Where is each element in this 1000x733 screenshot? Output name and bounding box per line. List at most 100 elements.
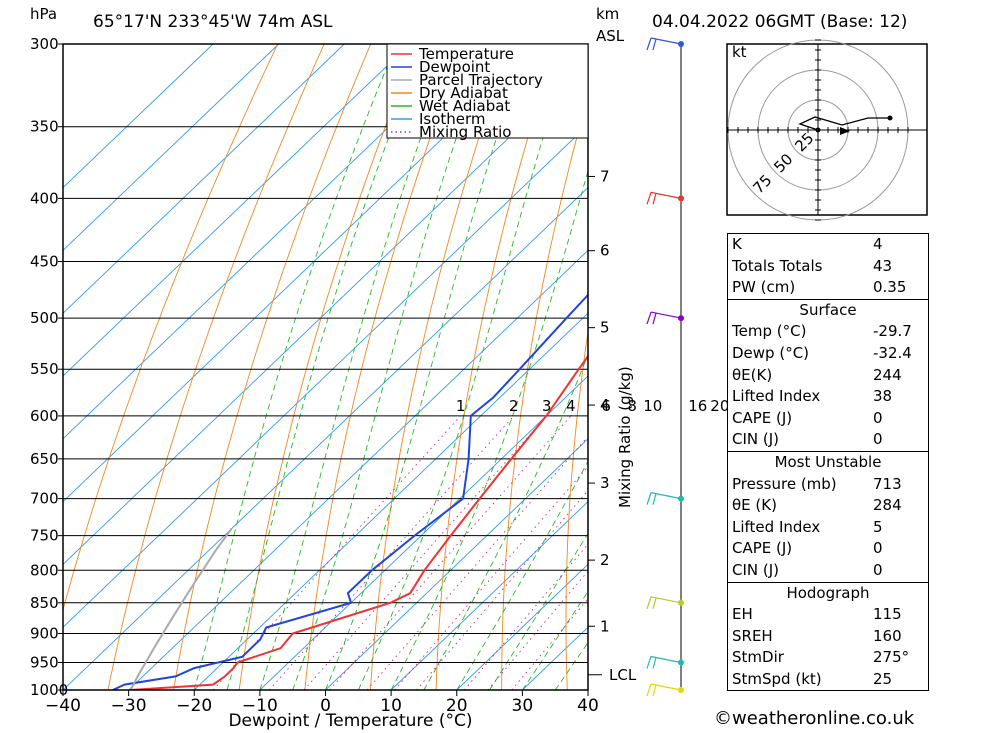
most-unstable-row-label: θE (K) [732, 496, 777, 515]
mixing-ratio-axis-label: Mixing Ratio (g/kg) [616, 366, 634, 508]
temp-tick-label: 30 [512, 696, 534, 716]
hodograph-row: SREH 160 [728, 626, 928, 648]
isotherm-line [63, 44, 411, 377]
most-unstable-row: Pressure (mb) 713 [728, 474, 928, 496]
mixing-ratio-value-label: 2 [509, 397, 519, 415]
temp-tick-label: 40 [577, 696, 599, 716]
pressure-tick-label: 300 [30, 35, 59, 53]
lcl-label: LCL [609, 666, 637, 684]
surface-row-label: Lifted Index [732, 387, 821, 406]
wind-barb-flag [646, 311, 652, 325]
copyright-text: ©weatheronline.co.uk [714, 708, 915, 729]
wind-barb-flag [652, 38, 657, 51]
pressure-tick-label: 900 [30, 624, 59, 642]
wind-barb-flag [646, 492, 652, 505]
hpa-unit-label: hPa [30, 5, 57, 23]
surface-row: Dewp (°C) -32.4 [728, 343, 928, 365]
isotherm-line [193, 312, 588, 690]
wind-barb-flag [652, 193, 657, 205]
totals-label: Totals Totals [732, 256, 823, 275]
most-unstable-row-label: Lifted Index [732, 517, 821, 536]
legend-entry: Mixing Ratio [419, 123, 511, 141]
hodograph-row: StmDir 275° [728, 647, 928, 669]
pressure-tick-label: 1000 [30, 681, 68, 699]
mixing-ratio-value-label: 6 [601, 397, 611, 415]
surface-row-value: 244 [873, 365, 902, 384]
pressure-tick-label: 550 [30, 360, 59, 378]
pw-row: PW (cm) 0.35 [728, 277, 928, 299]
most-unstable-row-label: CIN (J) [732, 560, 780, 579]
most-unstable-row: Lifted Index 5 [728, 517, 928, 539]
isotherm-line [63, 44, 280, 252]
hodograph-row: EH 115 [728, 604, 928, 626]
isotherm-line [63, 124, 588, 628]
temp-tick-label: −30 [111, 696, 147, 716]
pressure-tick-label: 350 [30, 118, 59, 136]
isotherm-line [63, 61, 588, 566]
mixing-ratio-value-label: 8 [627, 397, 637, 415]
indices-table: K 4 Totals Totals 43 PW (cm) 0.35 Surfac… [727, 233, 929, 692]
surface-row-label: CAPE (J) [732, 408, 793, 427]
hodograph-point [815, 127, 821, 133]
hodograph-row-value: 275° [873, 648, 910, 667]
x-axis-title: Dewpoint / Temperature (°C) [228, 711, 472, 731]
parcel-trajectory-series-line [129, 527, 233, 690]
hodograph-row-label: EH [732, 605, 753, 624]
dry-adiabat-line [107, 44, 325, 690]
km-tick-label: 7 [600, 167, 610, 185]
wind-barb-flag [652, 312, 657, 325]
pressure-tick-label: 650 [30, 450, 59, 468]
surface-row: CIN (J) 0 [728, 429, 928, 451]
wind-barb-flag [652, 597, 657, 609]
mixing-ratio-value-label: 4 [566, 397, 576, 415]
wind-barb-flag [652, 684, 657, 697]
hodograph-rows: EH 115 SREH 160 StmDir 275° StmSpd (kt) 25 [728, 604, 928, 690]
isotherm-line [390, 500, 588, 690]
surface-row-value: 0 [873, 430, 883, 449]
hodograph-title: Hodograph [786, 583, 870, 602]
wind-barb-flag [646, 596, 652, 609]
temp-tick-label: 0 [320, 696, 331, 716]
hodograph-row: StmSpd (kt) 25 [728, 669, 928, 691]
wind-barb-flag [646, 192, 652, 205]
totals-value: 43 [873, 256, 893, 275]
km-tick-label: 5 [600, 319, 610, 337]
most-unstable-row: CIN (J) 0 [728, 560, 928, 582]
pressure-tick-label: 600 [30, 407, 59, 425]
pressure-tick-label: 500 [30, 309, 59, 327]
pressure-tick-label: 850 [30, 594, 59, 612]
surface-row-value: 38 [873, 387, 893, 406]
surface-row: Lifted Index 38 [728, 386, 928, 408]
legend-entry: Wet Adiabat [419, 97, 510, 115]
most-unstable-row: θE (K) 284 [728, 495, 928, 517]
mixing-ratio-value-label: 16 [688, 397, 707, 415]
isotherm-line [63, 44, 214, 189]
dry-adiabat-line [565, 329, 588, 690]
most-unstable-row-value: 0 [873, 539, 883, 558]
legend-entry: Dewpoint [419, 58, 490, 76]
dewpoint-series-line [112, 293, 588, 690]
most-unstable-row-label: CAPE (J) [732, 539, 793, 558]
hodograph-row-value: 160 [873, 626, 902, 645]
temp-tick-label: 20 [446, 696, 468, 716]
temp-tick-label: 10 [380, 696, 402, 716]
hodograph-row-value: 115 [873, 605, 902, 624]
hodograph-row-label: StmDir [732, 648, 784, 667]
legend-entry: Dry Adiabat [419, 84, 508, 102]
most-unstable-row-value: 0 [873, 560, 883, 579]
dry-adiabat-line [628, 44, 696, 690]
storm-motion-marker [840, 127, 850, 135]
mixing-ratio-line [303, 415, 548, 690]
datetime-title: 04.04.2022 06GMT (Base: 12) [652, 12, 907, 32]
pressure-tick-label: 400 [30, 189, 59, 207]
temp-tick-label: −40 [45, 696, 81, 716]
pressure-tick-label: 450 [30, 253, 59, 271]
surface-row: CAPE (J) 0 [728, 408, 928, 430]
wind-barb-flag [652, 493, 657, 505]
legend-entry: Parcel Trajectory [419, 71, 543, 89]
hodograph-unit-label: kt [732, 43, 747, 61]
isotherm-line [325, 438, 588, 690]
dry-adiabat-line [238, 44, 418, 690]
